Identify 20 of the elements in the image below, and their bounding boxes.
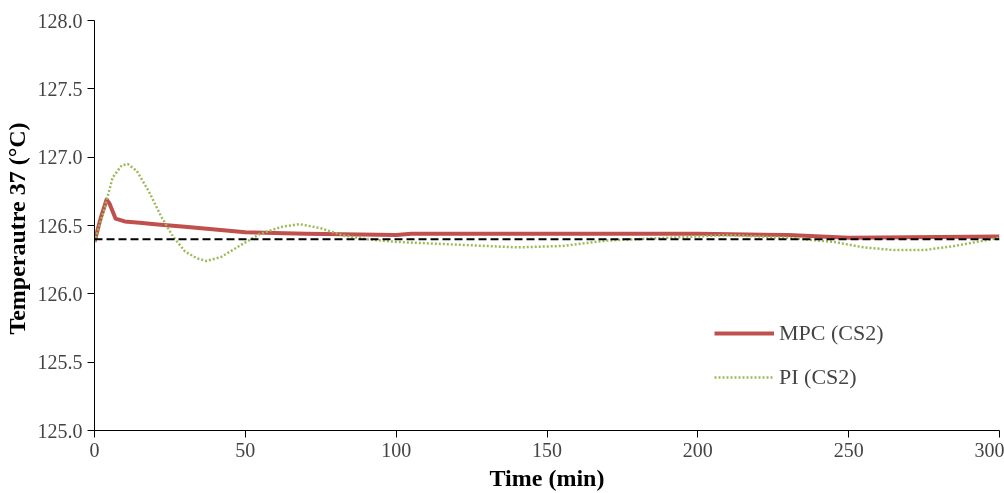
x-tick-label: 300 <box>974 438 1004 461</box>
y-tick-label: 125.0 <box>37 419 83 442</box>
x-tick-label: 150 <box>532 438 562 461</box>
y-tick-label: 126.5 <box>37 214 83 237</box>
legend-label: PI (CS2) <box>779 364 857 390</box>
y-tick-label: 125.5 <box>37 351 83 374</box>
y-tick-label: 128.0 <box>37 9 83 32</box>
x-axis-title: Time (min) <box>489 464 605 491</box>
line-series <box>94 197 1000 244</box>
x-tick-label: 0 <box>89 438 100 461</box>
x-tick-label: 100 <box>381 438 412 461</box>
x-tick-label: 200 <box>682 438 713 461</box>
legend-label: MPC (CS2) <box>779 320 884 346</box>
y-axis-title: Temperautre 37 (°C) <box>3 122 30 335</box>
line-series <box>94 162 1000 263</box>
y-tick-label: 127.5 <box>37 77 83 100</box>
x-tick-label: 50 <box>235 438 256 461</box>
x-tick-label: 250 <box>833 438 864 461</box>
y-tick-label: 127.0 <box>37 146 83 169</box>
y-tick-label: 126.0 <box>37 282 83 305</box>
